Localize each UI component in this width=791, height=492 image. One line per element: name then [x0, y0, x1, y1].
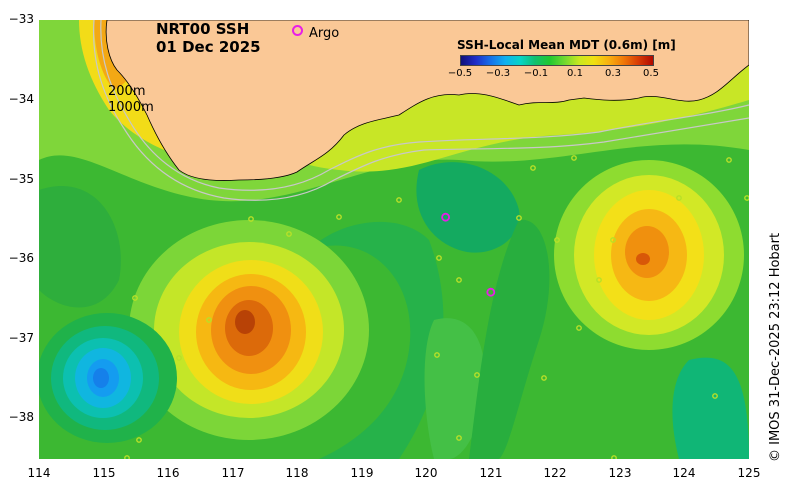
- argo-float-marker: [486, 287, 496, 297]
- cold-eddy-west: [39, 313, 177, 443]
- ssh-band-dark-west: [39, 186, 121, 308]
- contour-1000m: [92, 20, 749, 201]
- ssh-eddy-cold-north: [416, 162, 520, 253]
- argo-legend-icon: [292, 25, 303, 36]
- ssh-band-dark-east: [469, 219, 550, 459]
- x-tick: 114: [27, 466, 51, 480]
- contour-label-200m: 200m: [108, 84, 146, 99]
- contour-label-1000m: 1000m: [108, 100, 154, 115]
- colorbar-gradient: [460, 55, 654, 66]
- ssh-band-dark-mid: [309, 221, 444, 459]
- argo-legend-label: Argo: [309, 26, 340, 41]
- colorbar-title: SSH-Local Mean MDT (0.6m) [m]: [457, 38, 676, 52]
- colorbar-tick: −0.1: [523, 68, 549, 79]
- y-tick: −36: [8, 251, 34, 265]
- colorbar-tick: 0.3: [605, 68, 621, 79]
- argo-float-marker: [441, 212, 451, 222]
- x-tick: 124: [672, 466, 696, 480]
- x-tick: 123: [608, 466, 632, 480]
- colorbar: SSH-Local Mean MDT (0.6m) [m] −0.5 −0.3 …: [447, 38, 676, 80]
- x-tick: 118: [285, 466, 309, 480]
- x-tick: 117: [221, 466, 245, 480]
- y-tick: −35: [8, 172, 34, 186]
- x-tick: 121: [479, 466, 503, 480]
- ssh-band-mid-green: [424, 318, 485, 459]
- contour-legend: 200m 1000m: [108, 84, 154, 116]
- ssh-band-teal-se: [672, 357, 749, 459]
- y-tick: −33: [8, 12, 34, 26]
- warm-eddy-east: [554, 160, 744, 350]
- obs-markers: [124, 155, 749, 459]
- colorbar-tick: 0.1: [567, 68, 583, 79]
- y-tick: −34: [8, 92, 34, 106]
- argo-legend: Argo: [292, 25, 339, 41]
- title-date: 01 Dec 2025: [156, 38, 261, 56]
- imos-credit: © IMOS 31-Dec-2025 23:12 Hobart: [768, 232, 783, 462]
- contour-200m: [100, 20, 749, 191]
- x-tick: 119: [350, 466, 374, 480]
- colorbar-tick: 0.5: [643, 68, 659, 79]
- x-tick: 115: [92, 466, 116, 480]
- y-tick: −37: [8, 331, 34, 345]
- y-tick: −38: [8, 410, 34, 424]
- title-product: NRT00 SSH: [156, 20, 250, 38]
- colorbar-ticks: −0.5 −0.3 −0.1 0.1 0.3 0.5: [447, 66, 659, 80]
- argo-floats: [441, 212, 496, 297]
- x-tick: 120: [414, 466, 438, 480]
- warm-eddy-central: [129, 220, 369, 440]
- colorbar-tick: −0.5: [447, 68, 473, 79]
- map-title: NRT00 SSH 01 Dec 2025: [156, 20, 261, 56]
- colorbar-tick: −0.3: [485, 68, 511, 79]
- x-tick: 125: [737, 466, 761, 480]
- x-tick: 116: [156, 466, 180, 480]
- x-tick: 122: [543, 466, 567, 480]
